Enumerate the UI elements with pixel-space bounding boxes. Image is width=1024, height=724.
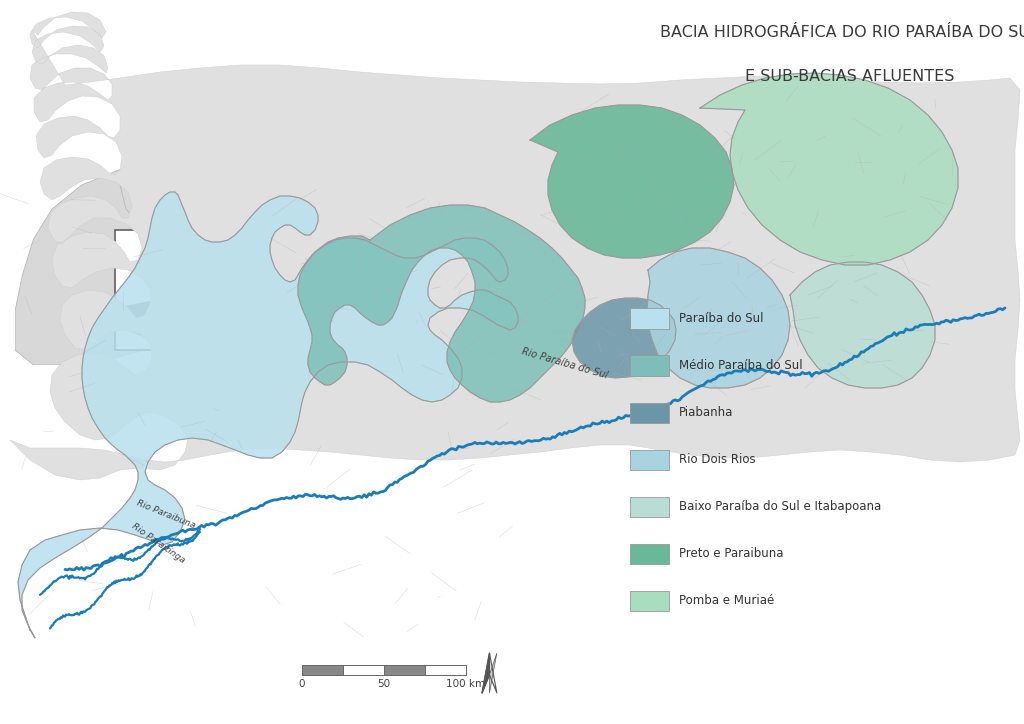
Text: Baixo Paraíba do Sul e Itabapoana: Baixo Paraíba do Sul e Itabapoana xyxy=(679,500,882,513)
Polygon shape xyxy=(530,105,734,258)
Polygon shape xyxy=(96,260,341,341)
Text: Preto e Paraibuna: Preto e Paraibuna xyxy=(679,547,783,560)
Text: Paraíba do Sul: Paraíba do Sul xyxy=(679,312,764,325)
Polygon shape xyxy=(700,73,958,265)
Text: Piabanha: Piabanha xyxy=(679,406,733,419)
Text: Rio Paraíba do Sul: Rio Paraíba do Sul xyxy=(520,346,608,380)
Polygon shape xyxy=(96,260,341,341)
Bar xyxy=(115,230,355,350)
Text: 50: 50 xyxy=(378,679,390,689)
Polygon shape xyxy=(647,248,790,388)
Text: BACIA HIDROGRÁFICA DO RIO PARAÍBA DO SUL: BACIA HIDROGRÁFICA DO RIO PARAÍBA DO SUL xyxy=(660,25,1024,41)
Polygon shape xyxy=(181,239,341,341)
Polygon shape xyxy=(298,205,585,402)
Polygon shape xyxy=(572,298,676,378)
Text: E SUB-BACIAS AFLUENTES: E SUB-BACIAS AFLUENTES xyxy=(745,69,954,84)
Text: Rio Dois Rios: Rio Dois Rios xyxy=(679,453,756,466)
Polygon shape xyxy=(482,653,489,693)
Text: Rio Paraitinga: Rio Paraitinga xyxy=(130,521,186,565)
Polygon shape xyxy=(119,140,367,341)
Polygon shape xyxy=(489,653,497,693)
Polygon shape xyxy=(10,12,1020,480)
Text: Médio Paraíba do Sul: Médio Paraíba do Sul xyxy=(679,359,803,372)
Polygon shape xyxy=(18,192,518,638)
Text: 0: 0 xyxy=(299,679,305,689)
Text: Pomba e Muriaé: Pomba e Muriaé xyxy=(679,594,774,607)
Text: Rio Paraibuna: Rio Paraibuna xyxy=(135,498,197,530)
Polygon shape xyxy=(15,161,274,365)
Polygon shape xyxy=(790,262,935,388)
Text: 100 km: 100 km xyxy=(446,679,485,689)
